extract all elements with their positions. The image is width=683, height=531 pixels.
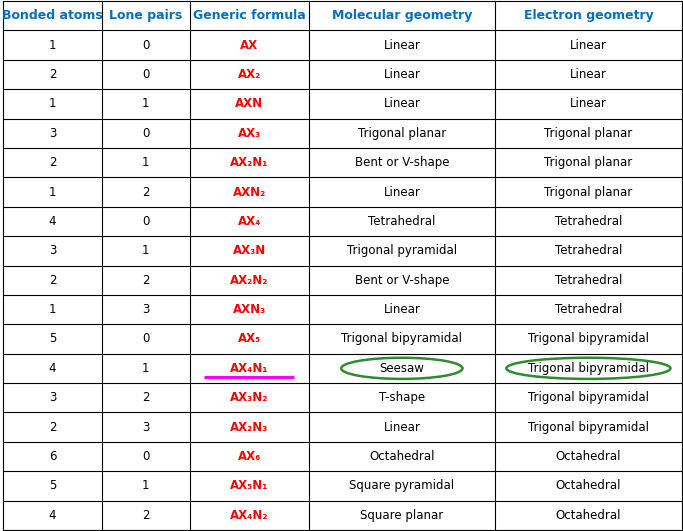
Text: Tetrahedral: Tetrahedral (368, 215, 436, 228)
Text: Linear: Linear (383, 97, 420, 110)
Text: 2: 2 (142, 273, 150, 287)
Text: 1: 1 (49, 39, 56, 52)
Text: Linear: Linear (383, 303, 420, 316)
Text: 0: 0 (142, 450, 150, 463)
Text: Linear: Linear (570, 68, 607, 81)
Text: Trigonal bipyramidal: Trigonal bipyramidal (528, 391, 649, 404)
Text: Trigonal planar: Trigonal planar (358, 127, 446, 140)
Text: 3: 3 (49, 244, 56, 258)
Text: Electron geometry: Electron geometry (523, 9, 653, 22)
Text: 1: 1 (49, 97, 56, 110)
Text: AXN₂: AXN₂ (233, 185, 266, 199)
Text: 1: 1 (142, 156, 150, 169)
Text: 1: 1 (49, 185, 56, 199)
Text: 3: 3 (142, 303, 150, 316)
Text: Generic formula: Generic formula (193, 9, 306, 22)
Text: Trigonal planar: Trigonal planar (544, 156, 632, 169)
Text: AX₂N₂: AX₂N₂ (230, 273, 268, 287)
Text: Tetrahedral: Tetrahedral (555, 273, 622, 287)
Text: 1: 1 (142, 362, 150, 375)
Text: 2: 2 (142, 509, 150, 522)
Text: Molecular geometry: Molecular geometry (332, 9, 472, 22)
Text: Linear: Linear (383, 39, 420, 52)
Text: AX₃: AX₃ (238, 127, 261, 140)
Text: Trigonal bipyramidal: Trigonal bipyramidal (342, 332, 462, 346)
Text: AX₄N₁: AX₄N₁ (230, 362, 268, 375)
Text: Square pyramidal: Square pyramidal (349, 479, 454, 492)
Text: 1: 1 (142, 97, 150, 110)
Text: 5: 5 (49, 479, 56, 492)
Text: 2: 2 (142, 185, 150, 199)
Text: Tetrahedral: Tetrahedral (555, 215, 622, 228)
Text: Trigonal planar: Trigonal planar (544, 127, 632, 140)
Text: 2: 2 (49, 273, 56, 287)
Text: 4: 4 (49, 509, 56, 522)
Text: Tetrahedral: Tetrahedral (555, 303, 622, 316)
Text: 2: 2 (142, 391, 150, 404)
Text: 0: 0 (142, 127, 150, 140)
Text: Tetrahedral: Tetrahedral (555, 244, 622, 258)
Text: T-shape: T-shape (379, 391, 425, 404)
Text: Seesaw: Seesaw (380, 362, 424, 375)
Text: 0: 0 (142, 68, 150, 81)
Text: 2: 2 (49, 68, 56, 81)
Text: Linear: Linear (383, 68, 420, 81)
Text: Linear: Linear (570, 39, 607, 52)
Text: 1: 1 (142, 244, 150, 258)
Text: AX₃N: AX₃N (233, 244, 266, 258)
Text: AX₂: AX₂ (238, 68, 261, 81)
Text: AX₂N₁: AX₂N₁ (230, 156, 268, 169)
Text: 0: 0 (142, 332, 150, 346)
Text: 0: 0 (142, 215, 150, 228)
Text: 5: 5 (49, 332, 56, 346)
Text: Octahedral: Octahedral (556, 479, 621, 492)
Text: Octahedral: Octahedral (556, 509, 621, 522)
Text: AXN: AXN (235, 97, 264, 110)
Text: Octahedral: Octahedral (369, 450, 434, 463)
Text: Trigonal bipyramidal: Trigonal bipyramidal (528, 332, 649, 346)
Text: AX₅N₁: AX₅N₁ (230, 479, 268, 492)
Text: 3: 3 (49, 391, 56, 404)
Text: Trigonal pyramidal: Trigonal pyramidal (347, 244, 457, 258)
Text: Lone pairs: Lone pairs (109, 9, 182, 22)
Text: AX₂N₃: AX₂N₃ (230, 421, 268, 434)
Text: Trigonal bipyramidal: Trigonal bipyramidal (528, 421, 649, 434)
Text: AX₄N₂: AX₄N₂ (230, 509, 268, 522)
Text: 4: 4 (49, 362, 56, 375)
Text: AX₆: AX₆ (238, 450, 261, 463)
Text: 4: 4 (49, 215, 56, 228)
Text: 2: 2 (49, 156, 56, 169)
Text: Bonded atoms: Bonded atoms (2, 9, 103, 22)
Text: Trigonal bipyramidal: Trigonal bipyramidal (528, 362, 649, 375)
Text: Bent or V-shape: Bent or V-shape (354, 273, 449, 287)
Text: 1: 1 (142, 479, 150, 492)
Text: Octahedral: Octahedral (556, 450, 621, 463)
Text: AXN₃: AXN₃ (233, 303, 266, 316)
Text: 3: 3 (142, 421, 150, 434)
Text: Trigonal planar: Trigonal planar (544, 185, 632, 199)
Text: AX₃N₂: AX₃N₂ (230, 391, 268, 404)
Text: Linear: Linear (570, 97, 607, 110)
Text: 6: 6 (49, 450, 56, 463)
Text: 1: 1 (49, 303, 56, 316)
Text: Linear: Linear (383, 185, 420, 199)
Text: Square planar: Square planar (360, 509, 443, 522)
Text: 3: 3 (49, 127, 56, 140)
Text: AX₅: AX₅ (238, 332, 261, 346)
Text: 2: 2 (49, 421, 56, 434)
Text: AX₄: AX₄ (238, 215, 261, 228)
Text: 0: 0 (142, 39, 150, 52)
Text: Bent or V-shape: Bent or V-shape (354, 156, 449, 169)
Text: Linear: Linear (383, 421, 420, 434)
Text: AX: AX (240, 39, 258, 52)
